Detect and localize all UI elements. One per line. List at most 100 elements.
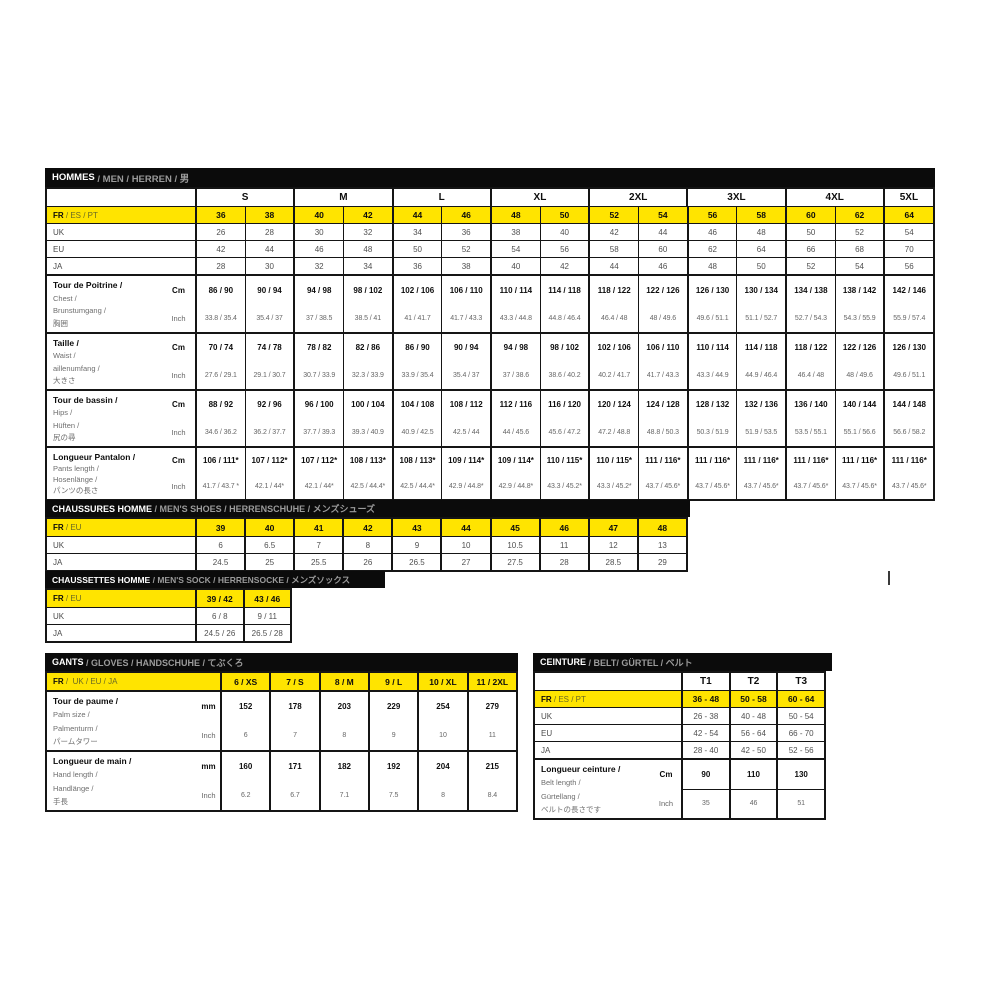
row-label-fr-es-pt: FR / ES / PT	[47, 207, 195, 223]
hips-inch-value: 51.9 / 53.5	[736, 418, 785, 446]
shoe-fr-size: 48	[636, 519, 686, 536]
waist-cm-value: 70 / 74	[195, 334, 245, 362]
size-group-label: M	[293, 189, 391, 206]
pants-cm-value: 111 / 116*	[785, 448, 835, 474]
ja-row: JA 28 30 32 34 36 38 40 42 44 46 48 50 52 54 56	[47, 257, 933, 274]
label-fr: FR	[53, 677, 64, 686]
pants-inch-value: 43.7 / 45.6*	[686, 473, 737, 499]
section-title-translations: / MEN'S SHOES / HERRENSCHUHE / メンズシューズ	[152, 504, 376, 514]
section-title: CHAUSSETTES HOMME	[52, 574, 151, 585]
label-fr: FR	[53, 594, 64, 603]
hips-cm-value: 132 / 136	[736, 391, 785, 419]
socks-section-title-bar: CHAUSSETTES HOMME / MEN'S SOCK / HERRENS…	[45, 571, 385, 588]
measure-label-line: 尻の尋	[53, 432, 76, 442]
ja-size-value: 46	[638, 258, 687, 274]
mens-section-title-bar: HOMMES / MEN / HERREN / 男	[45, 168, 935, 187]
gloves-section-title-bar: GANTS / GLOVES / HANDSCHUHE / てぶくろ	[45, 653, 518, 671]
shoe-uk-size: 7	[293, 537, 342, 553]
hips-cm-value: 116 / 120	[539, 391, 589, 419]
shoe-fr-size: 42	[342, 519, 391, 536]
hips-cm-value: 112 / 116	[490, 391, 540, 419]
pants-inch-value: 43.7 / 45.6*	[638, 473, 687, 499]
glove-size: 7 / S	[269, 673, 318, 690]
pants-cm-value: 106 / 111*	[195, 448, 245, 474]
hand-mm-value: 182	[318, 752, 368, 781]
eu-size-value: 48	[343, 241, 392, 257]
pants-cm-value: 109 / 114*	[441, 448, 490, 474]
hips-inch-value: 40.9 / 42.5	[391, 418, 442, 446]
measure-label-line: ベルトの長さです	[541, 804, 601, 814]
eu-size-value: 42	[195, 241, 245, 257]
section-title-translations: / BELT/ GÜRTEL / ベルト	[586, 657, 693, 668]
palm-size-label: Tour de paume / Palm size / Palmenturm / パー…	[47, 692, 197, 750]
belt-eu-range: 42 - 54	[681, 725, 729, 741]
chest-cm-value: 114 / 118	[539, 276, 589, 304]
waist-inch-value: 30.7 / 33.9	[293, 361, 343, 389]
chest-cm-value: 90 / 94	[244, 276, 294, 304]
fr-size-value: 42	[343, 207, 392, 223]
eu-size-value: 46	[293, 241, 343, 257]
fr-size-value: 40	[293, 207, 343, 223]
waist-cm-value: 90 / 94	[441, 334, 490, 362]
row-label-eu: EU	[541, 728, 553, 738]
measure-label-line: Hand length /	[53, 770, 98, 780]
hand-length-values: 160 171 182 192 204 215 6.2 6.7 7.1 7.5 8 8.4	[220, 752, 516, 810]
fr-size-value: 52	[588, 207, 638, 223]
unit-inch: Inch	[171, 313, 186, 323]
measure-label-line: Gürtellang /	[541, 791, 580, 801]
uk-size-value: 34	[391, 224, 442, 240]
waist-unit-column: Cm Inch	[162, 334, 195, 389]
chest-cm-value: 110 / 114	[490, 276, 540, 304]
pants-unit-column: Cm Inch	[162, 448, 195, 499]
hips-inch-value: 42.5 / 44	[441, 418, 490, 446]
palm-inch-value: 6	[220, 721, 269, 750]
waist-inch-value: 49.6 / 51.1	[883, 361, 933, 389]
belt-ja-range: 52 - 56	[776, 742, 824, 758]
belt-eu-row: EU 42 - 54 56 - 64 66 - 70	[535, 724, 824, 741]
ja-size-value: 40	[490, 258, 540, 274]
measure-label-line: Tour de paume /	[53, 696, 119, 706]
measure-label-line: Handlänge /	[53, 783, 94, 793]
stray-mark	[888, 571, 890, 585]
waist-cm-value: 94 / 98	[490, 334, 540, 362]
shoe-ja-size: 28	[538, 554, 588, 570]
ja-size-value: 56	[883, 258, 933, 274]
pants-inch-value: 42.5 / 44.4*	[391, 473, 442, 499]
row-label-ja: JA	[541, 745, 551, 755]
hips-inch-value: 44 / 45.6	[490, 418, 540, 446]
shoe-ja-size: 24.5	[195, 554, 244, 570]
chest-inch-value: 46.4 / 48	[588, 304, 638, 332]
belt-cm-value: 90	[681, 760, 729, 789]
pants-cm-value: 107 / 112*	[244, 448, 294, 474]
hips-inch-value: 53.5 / 55.1	[785, 418, 835, 446]
fr-size-value: 54	[638, 207, 687, 223]
unit-inch: Inch	[171, 427, 186, 437]
ja-size-value: 30	[244, 258, 294, 274]
size-group-label: 4XL	[784, 189, 883, 206]
unit-mm: mm	[201, 702, 216, 711]
uk-size-value: 32	[343, 224, 392, 240]
belt-size-label: T1	[681, 673, 729, 690]
waist-cm-value: 82 / 86	[343, 334, 392, 362]
shoe-uk-size: 8	[342, 537, 391, 553]
hips-inch-value: 48.8 / 50.3	[638, 418, 687, 446]
hand-inch-value: 7.1	[318, 781, 368, 810]
size-group-label: 2XL	[588, 189, 686, 206]
belt-ja-row: JA 28 - 40 42 - 50 52 - 56	[535, 741, 824, 758]
fr-size-value: 62	[834, 207, 884, 223]
shoes-fr-eu-row: FR / EU 39 40 41 42 43 44 45 46 47 48	[47, 519, 686, 536]
shoe-fr-size: 39	[195, 519, 244, 536]
size-group-label: L	[391, 189, 490, 206]
size-group-header-row: S M L XL 2XL 3XL 4XL 5XL	[47, 189, 933, 206]
hips-inch-value: 55.1 / 56.6	[834, 418, 884, 446]
measure-label-line: 胸囲	[53, 318, 68, 328]
chest-inch-value: 35.4 / 37	[244, 304, 294, 332]
hips-measure-block: Tour de bassin / Hips / Hüften / 尻の尋 Cm Inc…	[47, 389, 933, 446]
label-es-pt: / ES / PT	[551, 694, 586, 704]
row-label-uk: UK	[53, 227, 65, 237]
hips-cm-value: 108 / 112	[441, 391, 490, 419]
hand-mm-value: 192	[367, 752, 417, 781]
belt-cm-value: 130	[776, 760, 824, 789]
uk-size-value: 30	[293, 224, 343, 240]
chest-cm-value: 138 / 142	[834, 276, 884, 304]
